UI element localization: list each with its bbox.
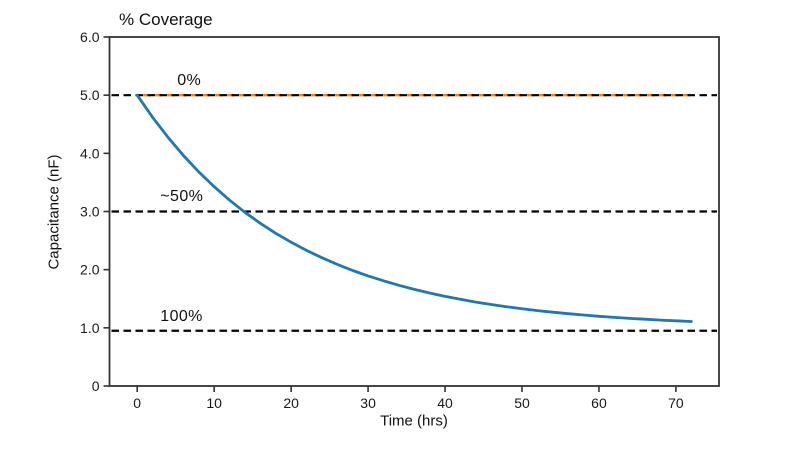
x-tick-label: 60 [591,395,607,411]
x-tick-label: 70 [668,395,684,411]
y-tick-label: 5.0 [80,87,100,103]
y-tick-label: 1.0 [80,320,100,336]
annotation-0-percent: 0% [177,71,202,89]
x-tick-label: 30 [360,395,376,411]
y-tick-label: 0 [92,378,100,394]
annotation-50-percent: ~50% [160,188,204,205]
y-tick-label: 2.0 [80,262,100,278]
series-capacitance-decay [135,93,693,323]
annotation-100-percent: 100% [160,307,203,325]
x-tick-label: 20 [283,395,299,411]
chart-title: % Coverage [119,10,213,29]
x-tick-label: 50 [514,395,530,411]
y-tick-label: 3.0 [80,204,100,220]
x-tick-label: 40 [437,395,453,411]
x-tick-label: 10 [206,395,222,411]
x-axis-label: Time (hrs) [380,412,448,430]
x-tick-label: 0 [133,395,141,411]
y-tick-label: 4.0 [80,145,100,161]
y-tick-label: 6.0 [80,29,100,45]
y-axis-label: Capacitance (nF) [45,154,63,270]
